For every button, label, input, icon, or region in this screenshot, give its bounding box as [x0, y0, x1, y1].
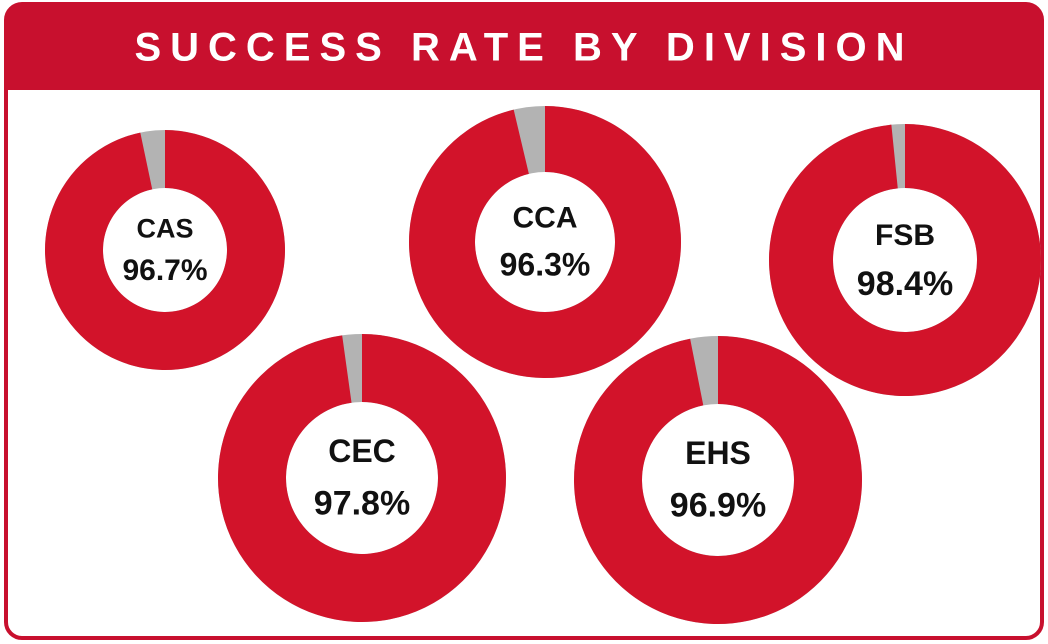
value-label: 96.7%	[122, 254, 207, 287]
chart-title: SUCCESS RATE BY DIVISION	[134, 26, 913, 70]
donut-segment	[45, 130, 286, 371]
division-label: EHS	[685, 435, 751, 471]
value-label: 98.4%	[857, 265, 953, 303]
value-label: 96.9%	[670, 486, 766, 524]
donut-segment	[769, 124, 1041, 397]
division-label: FSB	[875, 219, 935, 252]
division-label: CCA	[513, 202, 578, 235]
donut-segment	[408, 106, 681, 379]
division-label: CEC	[328, 433, 396, 469]
division-label: CAS	[136, 213, 193, 243]
value-label: 97.8%	[314, 484, 410, 522]
donut-segment	[574, 336, 862, 624]
donut-segment	[218, 334, 507, 623]
header-band	[6, 4, 1042, 90]
value-label: 96.3%	[500, 247, 591, 283]
